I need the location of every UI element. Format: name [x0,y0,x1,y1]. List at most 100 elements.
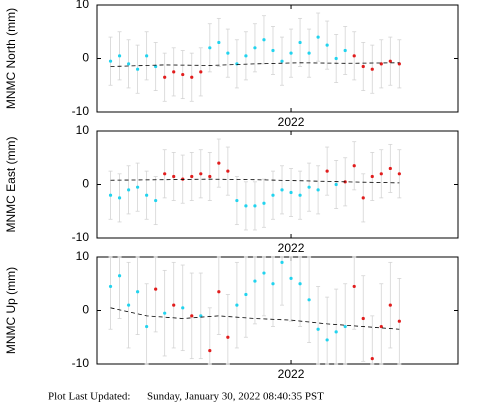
data-point [352,54,356,58]
data-point [244,204,248,208]
trend-line [110,178,400,184]
data-point [289,51,293,55]
y-tick-label: 0 [82,303,89,317]
plot-frame [96,130,459,239]
data-point [145,193,149,197]
data-point [181,306,185,310]
y-tick-label: -10 [72,356,90,370]
data-point [145,54,149,58]
data-point [217,290,221,294]
data-point [271,48,275,53]
data-point [307,51,311,55]
data-point [154,287,158,291]
y-axis-label: MNMC East (mm) [4,137,18,233]
data-point [280,59,284,63]
data-point [199,314,203,318]
data-point [235,303,239,307]
data-point [235,198,239,203]
data-point [262,271,266,275]
data-point [253,204,257,208]
data-point [126,62,131,66]
data-point [190,314,194,318]
data-point [208,46,212,50]
data-point [145,324,149,329]
data-point [136,290,140,294]
data-point [108,193,113,197]
data-point [253,46,257,50]
data-point [298,193,302,197]
data-point [154,64,158,69]
plot-frame [96,4,459,113]
data-point [370,67,374,71]
data-point [397,172,401,176]
data-point [388,166,392,171]
data-point [208,174,212,179]
data-point [352,284,356,289]
y-tick-label: 10 [76,123,90,137]
data-point [388,59,392,63]
data-point [307,298,311,302]
data-point [370,174,374,179]
data-point [343,48,347,53]
data-point [163,172,167,176]
data-point [244,54,248,58]
data-point [316,188,320,192]
data-point [235,62,239,66]
footer-label: Plot Last Updated: [48,391,131,403]
data-point [163,311,167,315]
y-tick-label: 10 [76,0,90,11]
data-point [334,56,338,61]
data-point [280,188,284,192]
data-point [226,169,230,173]
data-point [298,40,302,45]
data-point [379,324,383,329]
data-point [108,59,113,63]
data-point [334,330,338,334]
data-point [352,164,356,168]
data-point [117,54,122,58]
data-point [280,260,284,264]
data-point [379,62,383,66]
data-point [388,303,392,307]
data-point [307,185,311,189]
y-tick-label: 0 [82,51,89,65]
data-point [289,190,293,195]
data-point [289,276,293,280]
x-tick-label: 2022 [278,241,305,255]
y-axis-label: MNMC Up (mm) [4,267,18,354]
y-tick-label: -10 [72,230,90,244]
data-point [253,279,257,283]
y-tick-label: 0 [82,177,89,191]
data-point [199,172,203,176]
data-point [172,70,176,74]
data-point [108,284,113,289]
data-point [126,303,131,307]
footer-date: Sunday, January 30, 2022 08:40:35 PST [147,391,324,403]
data-point [379,172,383,176]
y-tick-label: -10 [72,104,90,118]
data-point [298,282,302,286]
data-point [199,70,203,74]
data-point [154,198,158,203]
data-point [217,40,221,45]
data-point [334,182,338,187]
data-point [244,292,248,297]
y-axis-label: MNMC North (mm) [4,8,18,109]
data-point [117,196,122,200]
x-tick-label: 2022 [278,367,305,381]
trend-line [110,307,400,330]
data-point [172,174,176,179]
data-point [136,185,140,189]
data-point [163,75,167,79]
data-point [136,67,140,71]
trend-line [110,62,400,67]
data-point [370,357,374,361]
data-point [190,174,194,179]
data-point [226,51,230,55]
data-point [271,193,275,197]
data-point [217,161,221,165]
data-point [117,274,122,278]
data-point [325,338,329,342]
data-point [208,349,212,353]
data-point [325,43,329,47]
